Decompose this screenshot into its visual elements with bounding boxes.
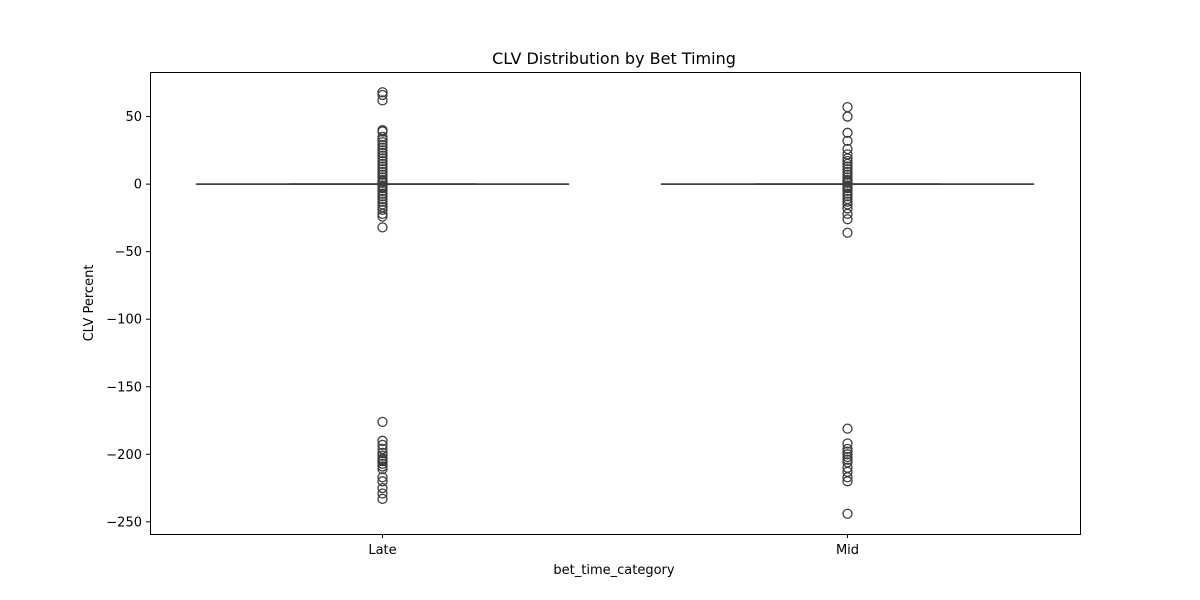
outlier-point — [377, 87, 388, 98]
outlier-point — [377, 153, 388, 164]
outlier-point — [377, 150, 388, 161]
outlier-point — [377, 435, 388, 446]
outlier-point — [377, 488, 388, 499]
outlier-point — [842, 476, 853, 487]
outlier-point — [842, 446, 853, 457]
y-tick-label: −150 — [106, 380, 142, 395]
outlier-point — [842, 177, 853, 188]
outlier-point — [842, 472, 853, 483]
y-axis-label: CLV Percent — [82, 265, 97, 342]
outlier-point — [377, 476, 388, 487]
outlier-point — [377, 89, 388, 101]
outlier-point — [377, 142, 388, 153]
outlier-point — [842, 169, 853, 180]
outlier-point — [842, 423, 853, 434]
outlier-point — [377, 191, 388, 202]
outlier-point — [377, 455, 388, 467]
outlier-point — [377, 196, 388, 207]
x-axis: Late Mid — [368, 534, 859, 558]
outlier-point — [377, 447, 388, 459]
outlier-point — [377, 472, 388, 483]
outlier-point — [377, 193, 388, 205]
x-tick-label: Late — [368, 543, 396, 558]
outlier-point — [842, 214, 853, 225]
y-axis: 50 0 −50 −100 −150 −200 −250 — [106, 110, 150, 530]
outlier-point — [842, 164, 853, 175]
outlier-point — [377, 208, 388, 219]
outlier-point — [842, 101, 853, 113]
outlier-point — [377, 156, 388, 167]
y-tick-label: −200 — [106, 448, 142, 463]
plot-area — [195, 87, 1035, 519]
outlier-point — [377, 464, 388, 475]
box-group-late — [195, 87, 570, 505]
outlier-point — [377, 137, 388, 148]
outlier-point — [842, 183, 853, 194]
outlier-point — [377, 461, 388, 472]
outlier-point — [842, 208, 853, 219]
outlier-point — [377, 450, 388, 461]
outlier-point — [842, 196, 853, 207]
chart-title: CLV Distribution by Bet Timing — [492, 49, 736, 68]
outlier-point — [842, 111, 853, 122]
outlier-point — [842, 449, 853, 460]
outlier-point — [377, 158, 388, 170]
outlier-point — [377, 493, 388, 505]
outlier-point — [377, 164, 388, 175]
outlier-point — [377, 222, 388, 233]
outlier-point — [842, 451, 853, 463]
y-tick-label: −50 — [115, 245, 142, 260]
outlier-point — [842, 508, 853, 519]
outlier-point — [842, 158, 853, 170]
outlier-point — [377, 169, 388, 180]
outlier-point — [842, 153, 853, 164]
outlier-point — [377, 188, 388, 199]
outlier-point — [377, 183, 388, 194]
y-tick-label: 0 — [134, 178, 142, 193]
outlier-point — [842, 454, 853, 465]
plot-frame — [150, 72, 1081, 535]
outlier-point — [377, 131, 388, 142]
outlier-point — [377, 211, 388, 222]
box-group-mid — [660, 101, 1035, 519]
outlier-point — [377, 147, 388, 159]
outlier-point — [377, 482, 388, 494]
y-tick-label: −100 — [106, 313, 142, 328]
outlier-point — [377, 145, 388, 156]
outlier-point — [842, 438, 853, 449]
x-tick-label: Mid — [836, 543, 859, 558]
outlier-point — [377, 185, 388, 197]
outlier-point — [842, 185, 853, 197]
outlier-point — [842, 227, 853, 238]
outlier-point — [377, 177, 388, 188]
outlier-point — [842, 135, 853, 147]
outlier-point — [842, 156, 853, 167]
outlier-point — [377, 134, 388, 145]
x-axis-label: bet_time_category — [553, 563, 674, 578]
outlier-point — [377, 139, 388, 151]
outlier-point — [377, 204, 388, 215]
outlier-point — [377, 95, 388, 106]
y-tick-label: −250 — [106, 515, 142, 530]
outlier-point — [842, 161, 853, 172]
outlier-point — [377, 161, 388, 172]
outlier-point — [842, 203, 853, 214]
outlier-point — [377, 126, 388, 137]
y-tick-label: 50 — [125, 110, 142, 125]
outlier-point — [377, 439, 388, 450]
outlier-point — [377, 416, 388, 428]
outlier-point — [842, 127, 853, 138]
outlier-point — [842, 188, 853, 199]
outlier-point — [377, 458, 388, 469]
outlier-point — [842, 191, 853, 202]
outlier-point — [842, 443, 853, 455]
